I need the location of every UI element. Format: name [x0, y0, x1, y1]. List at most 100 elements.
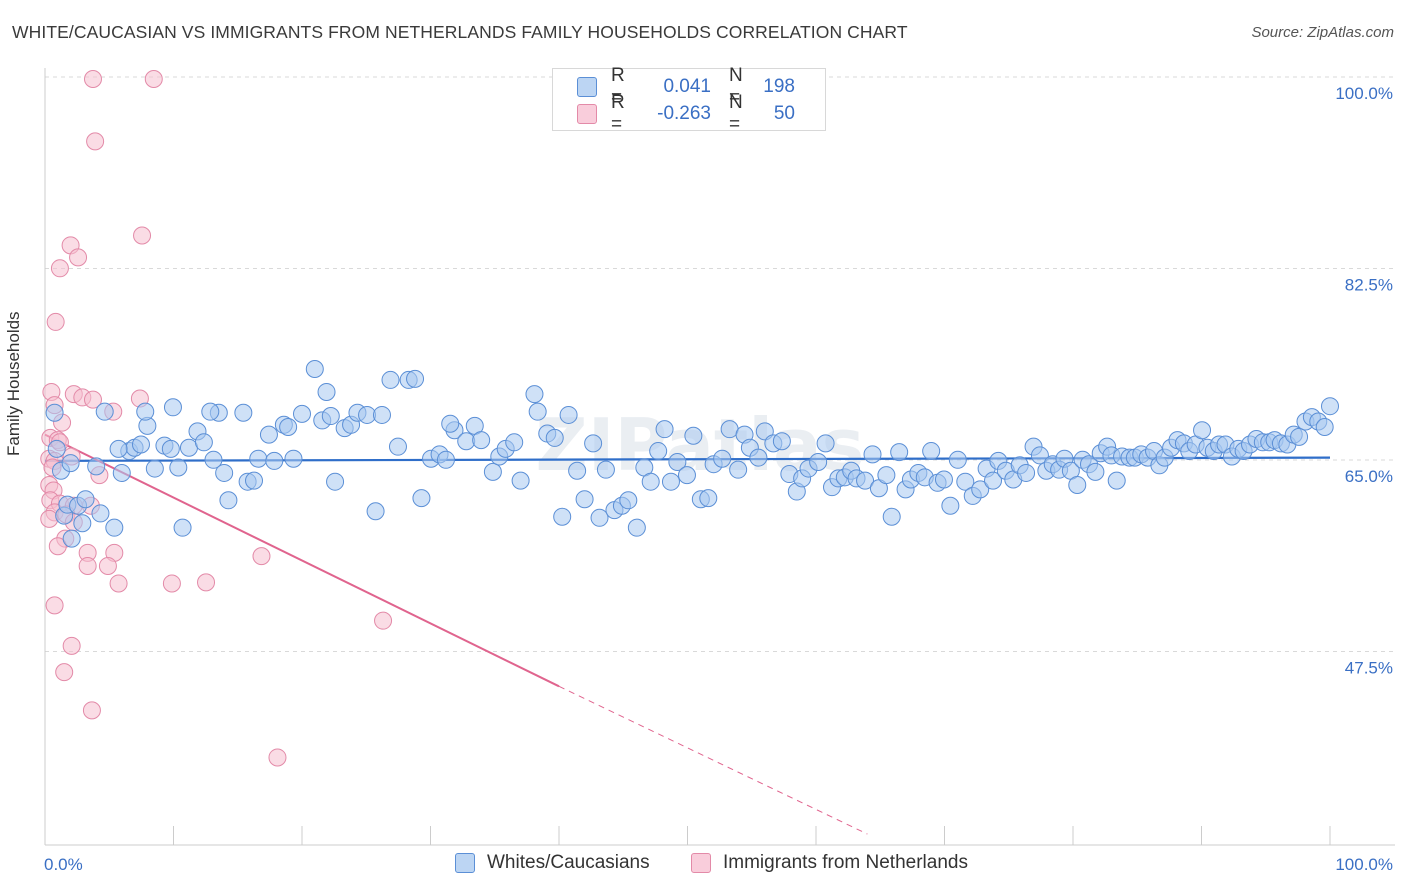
point-netherlands: [86, 132, 105, 151]
point-whites: [245, 471, 264, 490]
point-whites: [265, 451, 284, 470]
point-netherlands: [82, 701, 101, 720]
point-whites: [575, 490, 594, 509]
point-netherlands: [98, 556, 117, 575]
x-tick-labels: 0.0% 100.0%: [44, 855, 1393, 874]
point-whites: [284, 449, 303, 468]
point-whites: [136, 402, 155, 421]
point-netherlands: [55, 663, 74, 682]
legend-n-label: N =: [729, 65, 743, 108]
point-whites: [201, 402, 220, 421]
point-whites: [882, 507, 901, 526]
point-whites: [472, 431, 491, 450]
legend-label-whites: Whites/Caucasians: [487, 852, 650, 873]
point-whites: [436, 450, 455, 469]
points-whites-caucasians: [45, 359, 1339, 548]
legend-swatch-blue: [577, 77, 597, 97]
point-whites: [388, 437, 407, 456]
point-whites: [112, 463, 131, 482]
legend-label-netherlands: Immigrants from Netherlands: [723, 852, 968, 873]
point-whites: [553, 507, 572, 526]
point-netherlands: [162, 574, 181, 593]
point-whites: [809, 453, 828, 471]
legend-r-value: -0.263: [657, 103, 711, 124]
legend-r-label: R =: [611, 92, 625, 135]
point-netherlands: [48, 537, 67, 556]
point-netherlands: [40, 509, 59, 528]
point-netherlands: [46, 312, 65, 331]
point-whites: [234, 403, 253, 422]
point-whites: [483, 462, 502, 481]
point-whites: [984, 471, 1003, 490]
point-whites: [816, 434, 835, 453]
legend-swatch-blue: [455, 853, 475, 873]
point-whites: [45, 403, 64, 422]
y-axis-label: Family Households: [4, 311, 23, 456]
point-netherlands: [109, 574, 128, 593]
series-legend: Whites/Caucasians Immigrants from Nether…: [0, 852, 1406, 876]
point-whites: [649, 442, 668, 461]
point-whites: [684, 426, 703, 445]
point-whites: [772, 432, 791, 451]
trend-lines: [44, 433, 1331, 835]
point-whites: [511, 471, 530, 490]
point-netherlands: [50, 259, 69, 278]
point-whites: [619, 491, 638, 510]
point-whites: [655, 420, 674, 439]
point-whites: [1315, 417, 1334, 436]
point-whites: [584, 434, 603, 453]
point-whites: [173, 518, 192, 537]
point-whites: [525, 385, 544, 404]
point-whites: [163, 398, 182, 417]
point-whites: [145, 459, 164, 478]
point-whites: [1086, 462, 1105, 481]
y-tick-label: 100.0%: [1335, 84, 1393, 103]
point-whites: [627, 518, 646, 537]
point-whites: [596, 460, 615, 479]
point-whites: [204, 450, 223, 469]
point-whites: [194, 433, 213, 452]
legend-row-netherlands: R = -0.263 N = 50: [577, 92, 795, 135]
point-netherlands: [133, 226, 152, 245]
point-netherlands: [69, 248, 88, 267]
point-netherlands: [374, 611, 393, 630]
point-netherlands: [252, 547, 271, 566]
point-netherlands: [83, 70, 102, 88]
point-netherlands: [144, 70, 163, 88]
point-whites: [326, 472, 345, 491]
legend-n-label: N =: [729, 92, 743, 135]
point-whites: [47, 439, 66, 458]
point-whites: [528, 402, 547, 421]
point-whites: [62, 529, 81, 548]
correlation-legend: R = 0.041 N = 198 R = -0.263 N = 50: [552, 65, 826, 135]
point-whites: [505, 433, 524, 452]
point-whites: [73, 514, 92, 533]
point-whites: [412, 489, 431, 508]
y-tick-label: 47.5%: [1345, 659, 1393, 678]
point-whites: [169, 458, 188, 477]
legend-n-value: 50: [773, 103, 795, 124]
point-whites: [219, 491, 238, 510]
point-whites: [317, 382, 336, 401]
point-netherlands: [268, 748, 287, 767]
source-label: Source: ZipAtlas.com: [1251, 24, 1394, 41]
point-whites: [856, 471, 875, 490]
legend-swatch-pink: [691, 853, 711, 873]
point-whites: [293, 404, 311, 423]
legend-swatch-pink: [577, 104, 597, 124]
point-whites: [1030, 446, 1049, 465]
point-whites: [95, 402, 114, 421]
point-whites: [568, 461, 587, 480]
point-whites: [215, 463, 234, 482]
point-whites: [699, 489, 718, 508]
point-netherlands: [78, 556, 97, 575]
point-whites: [1193, 421, 1212, 440]
point-whites: [87, 457, 106, 476]
point-whites: [305, 359, 324, 378]
point-whites: [661, 472, 680, 491]
point-whites: [1321, 397, 1339, 416]
point-whites: [76, 490, 95, 509]
point-whites: [381, 370, 400, 389]
point-whites: [1017, 463, 1036, 482]
